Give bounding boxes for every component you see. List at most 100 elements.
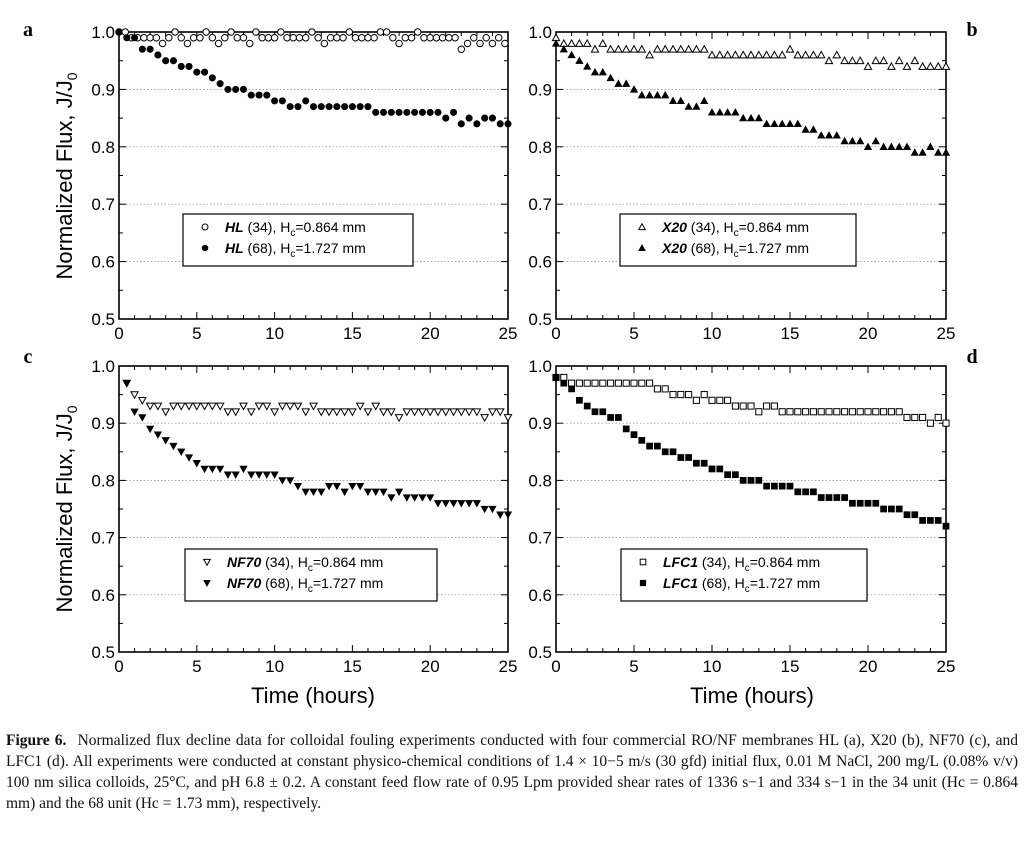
data-point <box>691 44 701 53</box>
data-point <box>464 500 474 508</box>
data-point <box>371 402 381 411</box>
data-point <box>394 488 404 497</box>
data-point <box>239 34 248 42</box>
legend-box <box>619 213 857 267</box>
data-point <box>676 96 685 105</box>
data-point <box>902 142 912 150</box>
data-point <box>258 34 266 42</box>
data-point <box>456 408 466 417</box>
data-point <box>886 61 896 70</box>
data-point <box>700 459 708 467</box>
data-point <box>911 413 919 422</box>
data-point <box>785 119 795 128</box>
x-tick-label: 5 <box>192 657 201 676</box>
data-point <box>196 34 204 42</box>
data-point <box>599 408 607 416</box>
panel-letter: d <box>966 346 977 368</box>
data-point <box>770 119 779 128</box>
data-point <box>824 56 834 65</box>
data-point <box>402 494 411 502</box>
plot-frame <box>118 31 509 320</box>
data-point <box>503 511 513 519</box>
data-point <box>856 499 864 507</box>
data-point <box>417 408 427 417</box>
data-point <box>449 408 458 417</box>
x-tick-label: 10 <box>265 657 284 676</box>
data-point <box>778 482 786 490</box>
x-tick-label: 5 <box>629 657 638 676</box>
legend-entry: X20 (68), Hc=1.727 mm <box>661 240 809 260</box>
data-point <box>770 402 778 410</box>
data-point <box>420 34 428 42</box>
data-point <box>239 402 248 411</box>
data-point <box>481 114 489 122</box>
series-d-0 <box>552 373 950 427</box>
y-tick-label: 0.5 <box>528 310 552 329</box>
data-point <box>379 488 388 497</box>
series-c-1 <box>122 379 513 519</box>
data-point <box>801 125 810 133</box>
data-point <box>840 56 850 65</box>
data-point <box>685 454 692 461</box>
data-point <box>755 477 763 484</box>
data-point <box>746 113 756 122</box>
x-tick-label: 10 <box>265 324 284 343</box>
legend-channel-height: =1.727 mm <box>750 575 820 591</box>
y-tick-label: 1.0 <box>91 357 115 376</box>
y-tick-label: 0.6 <box>91 586 115 605</box>
data-point <box>165 34 173 42</box>
data-point <box>802 488 809 496</box>
y-tick-label: 0.9 <box>528 80 552 99</box>
data-point <box>809 408 817 416</box>
data-point <box>560 373 568 382</box>
legend-marker <box>201 244 209 252</box>
data-point <box>919 413 927 422</box>
data-point <box>245 39 254 48</box>
data-point <box>387 494 396 502</box>
data-point <box>457 120 465 128</box>
data-point <box>552 374 560 381</box>
data-point <box>847 56 857 65</box>
data-point <box>879 56 889 65</box>
data-point <box>653 385 661 393</box>
data-point <box>208 74 216 82</box>
data-point <box>699 44 709 53</box>
data-point <box>933 61 943 70</box>
data-point <box>372 108 380 116</box>
data-point <box>863 142 873 150</box>
data-point <box>177 62 185 70</box>
data-point <box>716 465 724 473</box>
data-point <box>621 44 631 53</box>
data-point <box>434 108 442 116</box>
data-point <box>567 38 577 47</box>
data-point <box>848 408 856 416</box>
data-point <box>326 34 335 42</box>
data-point <box>214 39 223 48</box>
data-point <box>716 396 724 404</box>
data-point <box>864 499 872 507</box>
data-point <box>473 120 481 128</box>
data-point <box>316 408 326 417</box>
data-point <box>504 120 512 128</box>
data-point <box>325 103 333 111</box>
legend-marker <box>203 580 211 587</box>
data-point <box>162 57 170 65</box>
data-point <box>200 465 209 474</box>
legend-channel-height: =1.727 mm <box>313 575 383 591</box>
data-point <box>942 419 950 427</box>
data-point <box>606 73 615 82</box>
data-point <box>465 114 473 122</box>
data-point <box>692 396 700 404</box>
data-point <box>903 413 911 422</box>
data-point <box>676 44 686 53</box>
legend-membrane-name: HL <box>225 240 244 256</box>
data-point <box>379 408 388 417</box>
series-b-0 <box>551 33 951 70</box>
data-point <box>778 119 787 128</box>
data-point <box>622 425 630 433</box>
legend-membrane-name: X20 <box>661 219 687 235</box>
data-point <box>661 385 669 393</box>
data-point <box>731 108 740 116</box>
data-point <box>668 44 678 53</box>
